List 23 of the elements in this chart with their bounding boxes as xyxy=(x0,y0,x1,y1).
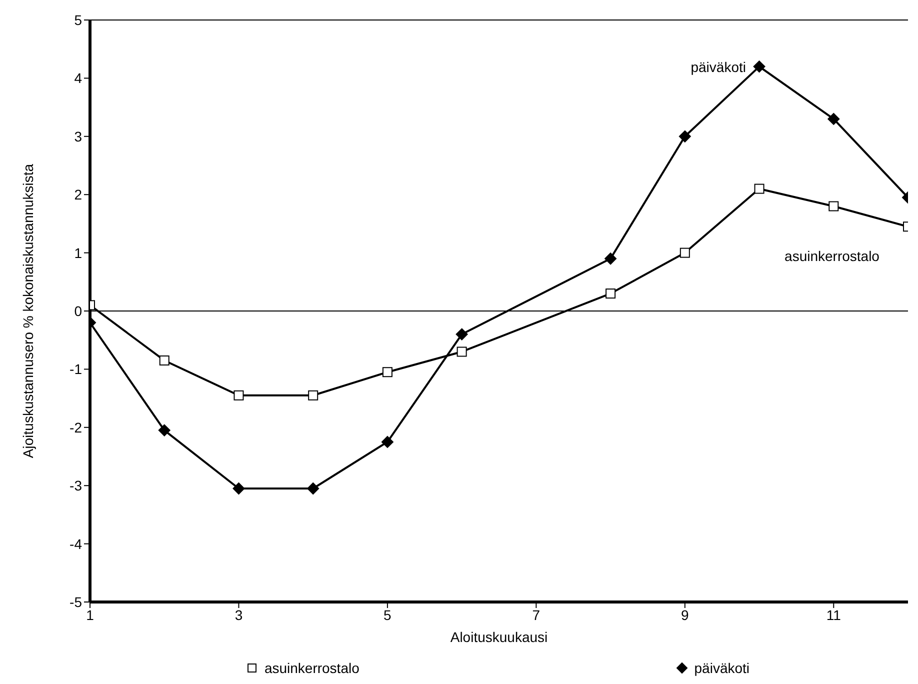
y-tick-label: 1 xyxy=(74,244,82,261)
y-axis-title: Ajoituskustannusero % kokonaiskustannuksista xyxy=(20,164,36,458)
x-tick-label: 9 xyxy=(681,606,690,623)
y-tick-label: -4 xyxy=(70,536,82,552)
x-tick-label: 5 xyxy=(384,606,392,623)
x-tick-label: 3 xyxy=(234,606,243,623)
annotation: päiväkoti xyxy=(690,59,746,75)
y-tick-label: -2 xyxy=(70,419,82,436)
y-tick-label: 5 xyxy=(74,12,82,28)
y-tick-label: -1 xyxy=(70,361,82,378)
y-tick-label: 2 xyxy=(74,186,82,203)
y-tick-label: 3 xyxy=(74,128,82,144)
annotation: asuinkerrostalo xyxy=(784,248,880,264)
y-tick-label: -3 xyxy=(70,478,82,494)
x-axis-title: Aloituskuukausi xyxy=(450,629,548,645)
y-tick-label: 4 xyxy=(74,70,82,86)
x-tick-label: 7 xyxy=(532,606,540,623)
y-tick-label: -5 xyxy=(70,594,82,610)
legend-label: asuinkerrostalo xyxy=(264,660,360,676)
x-tick-label: 11 xyxy=(826,606,842,623)
x-tick-label: 1 xyxy=(86,606,94,623)
legend-label: päiväkoti xyxy=(694,660,750,676)
y-tick-label: 0 xyxy=(74,302,82,319)
